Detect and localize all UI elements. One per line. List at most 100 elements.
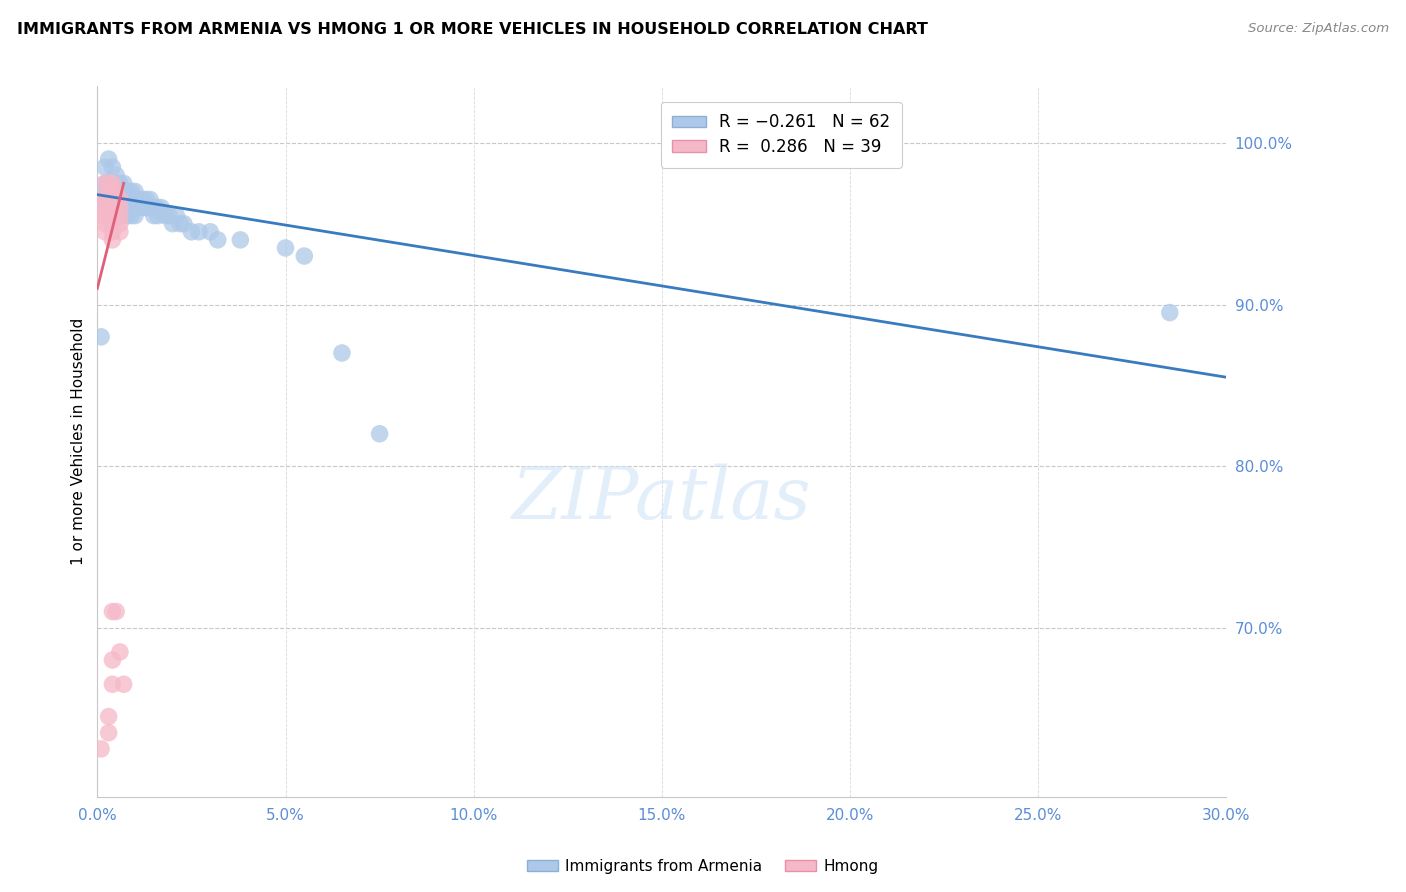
- Point: [292, 249, 315, 263]
- Point: [105, 209, 128, 223]
- Point: [117, 185, 139, 199]
- Point: [108, 201, 131, 215]
- Point: [94, 201, 117, 215]
- Point: [108, 225, 131, 239]
- Point: [90, 193, 112, 207]
- Point: [139, 193, 162, 207]
- Point: [1159, 305, 1181, 319]
- Point: [112, 677, 135, 691]
- Point: [97, 152, 120, 166]
- Text: IMMIGRANTS FROM ARMENIA VS HMONG 1 OR MORE VEHICLES IN HOUSEHOLD CORRELATION CHA: IMMIGRANTS FROM ARMENIA VS HMONG 1 OR MO…: [17, 22, 928, 37]
- Point: [101, 185, 124, 199]
- Point: [146, 209, 169, 223]
- Point: [101, 160, 124, 174]
- Point: [274, 241, 297, 255]
- Point: [94, 177, 117, 191]
- Point: [94, 185, 117, 199]
- Point: [101, 217, 124, 231]
- Text: ZIPatlas: ZIPatlas: [512, 464, 811, 534]
- Text: Source: ZipAtlas.com: Source: ZipAtlas.com: [1249, 22, 1389, 36]
- Point: [108, 177, 131, 191]
- Point: [139, 201, 162, 215]
- Point: [128, 193, 150, 207]
- Point: [94, 209, 117, 223]
- Point: [97, 177, 120, 191]
- Point: [120, 193, 142, 207]
- Point: [105, 177, 128, 191]
- Point: [112, 209, 135, 223]
- Point: [153, 209, 176, 223]
- Point: [94, 177, 117, 191]
- Point: [207, 233, 229, 247]
- Point: [112, 185, 135, 199]
- Point: [94, 160, 117, 174]
- Point: [101, 193, 124, 207]
- Point: [105, 168, 128, 182]
- Point: [173, 217, 195, 231]
- Point: [105, 201, 128, 215]
- Point: [180, 225, 202, 239]
- Point: [97, 193, 120, 207]
- Point: [94, 217, 117, 231]
- Point: [169, 217, 191, 231]
- Point: [108, 209, 131, 223]
- Point: [108, 193, 131, 207]
- Point: [117, 193, 139, 207]
- Point: [101, 201, 124, 215]
- Legend: R = −0.261   N = 62, R =  0.286   N = 39: R = −0.261 N = 62, R = 0.286 N = 39: [661, 102, 901, 168]
- Point: [105, 209, 128, 223]
- Point: [157, 209, 180, 223]
- Point: [101, 653, 124, 667]
- Point: [108, 645, 131, 659]
- Point: [105, 185, 128, 199]
- Point: [200, 225, 222, 239]
- Point: [97, 185, 120, 199]
- Point: [188, 225, 211, 239]
- Y-axis label: 1 or more Vehicles in Household: 1 or more Vehicles in Household: [72, 318, 86, 566]
- Point: [117, 209, 139, 223]
- Point: [142, 201, 165, 215]
- Point: [101, 177, 124, 191]
- Point: [94, 193, 117, 207]
- Point: [162, 217, 184, 231]
- Point: [112, 201, 135, 215]
- Point: [131, 193, 153, 207]
- Point: [124, 193, 146, 207]
- Point: [97, 177, 120, 191]
- Point: [124, 209, 146, 223]
- Point: [94, 225, 117, 239]
- Point: [131, 201, 153, 215]
- Point: [120, 185, 142, 199]
- Point: [90, 209, 112, 223]
- Point: [97, 209, 120, 223]
- Point: [101, 209, 124, 223]
- Point: [101, 233, 124, 247]
- Point: [229, 233, 252, 247]
- Point: [101, 193, 124, 207]
- Point: [146, 201, 169, 215]
- Point: [124, 185, 146, 199]
- Point: [101, 225, 124, 239]
- Point: [90, 742, 112, 756]
- Point: [150, 201, 173, 215]
- Point: [108, 201, 131, 215]
- Point: [101, 201, 124, 215]
- Point: [108, 217, 131, 231]
- Point: [90, 330, 112, 344]
- Point: [101, 177, 124, 191]
- Point: [120, 209, 142, 223]
- Point: [97, 201, 120, 215]
- Point: [165, 209, 187, 223]
- Point: [101, 677, 124, 691]
- Point: [108, 209, 131, 223]
- Point: [105, 193, 128, 207]
- Point: [97, 185, 120, 199]
- Point: [112, 177, 135, 191]
- Legend: Immigrants from Armenia, Hmong: Immigrants from Armenia, Hmong: [522, 853, 884, 880]
- Point: [105, 193, 128, 207]
- Point: [135, 193, 157, 207]
- Point: [135, 201, 157, 215]
- Point: [142, 209, 165, 223]
- Point: [330, 346, 353, 360]
- Point: [108, 193, 131, 207]
